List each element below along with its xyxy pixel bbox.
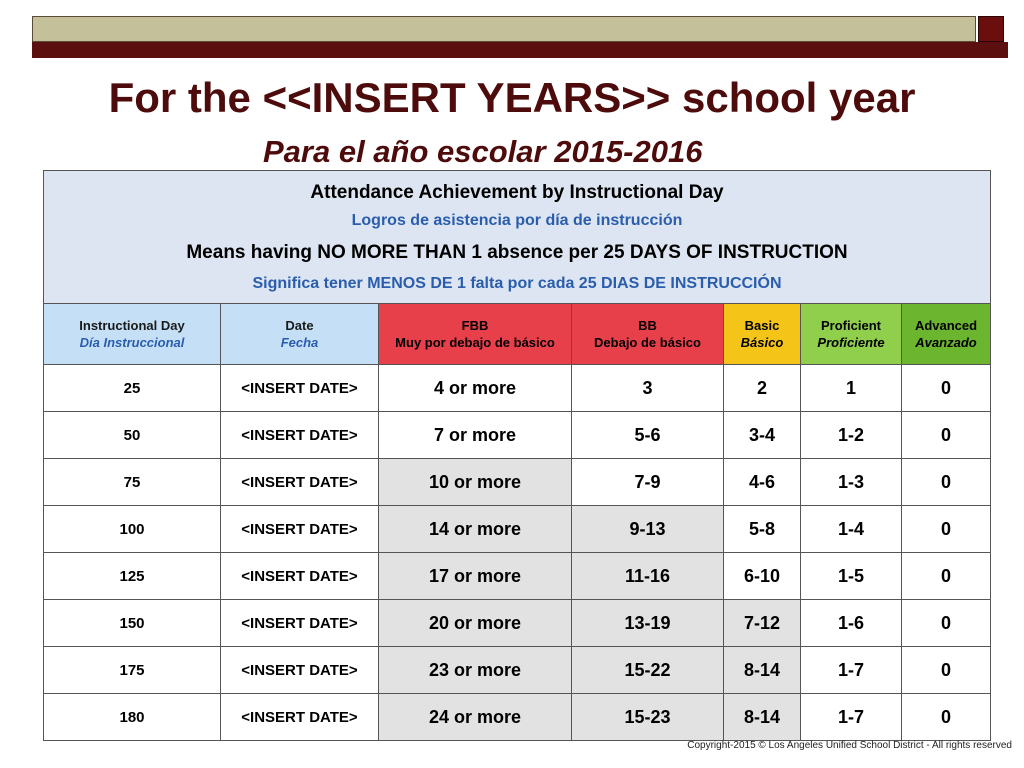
column-label-en: Date (285, 318, 314, 333)
cell-date: <INSERT DATE> (220, 411, 379, 459)
table-header-block: Attendance Achievement by Instructional … (42, 170, 992, 304)
cell-proficient: 1-7 (800, 693, 902, 741)
cell-advanced: 0 (900, 364, 992, 412)
table-row: 25 <INSERT DATE> 4 or more 3 2 1 0 (43, 364, 992, 412)
page-title: For the <<INSERT YEARS>> school year (108, 74, 916, 121)
column-label-es: Básico (740, 335, 784, 350)
header-line-en: Attendance Achievement by Instructional … (310, 182, 724, 203)
cell-fbb: 10 or more (378, 458, 572, 506)
column-label-es: Muy por debajo de básico (395, 335, 555, 350)
table-row: 150 <INSERT DATE> 20 or more 13-19 7-12 … (43, 599, 992, 647)
cell-bb: 11-16 (571, 552, 724, 600)
cell-bb: 3 (571, 364, 724, 412)
cell-fbb: 17 or more (378, 552, 572, 600)
column-label-es: Debajo de básico (594, 335, 701, 350)
table-row: 180 <INSERT DATE> 24 or more 15-23 8-14 … (43, 693, 992, 741)
copyright-notice: Copyright-2015 © Los Angeles Unified Sch… (687, 740, 1012, 751)
cell-advanced: 0 (900, 505, 992, 553)
column-label-en: Proficient (821, 318, 881, 333)
table-row: 50 <INSERT DATE> 7 or more 5-6 3-4 1-2 0 (43, 411, 992, 459)
cell-advanced: 0 (900, 693, 992, 741)
header-definition-es: Significa tener MENOS DE 1 falta por cad… (252, 275, 782, 292)
column-label-en: FBB (461, 318, 489, 333)
cell-proficient: 1 (800, 364, 902, 412)
cell-proficient: 1-5 (800, 552, 902, 600)
cell-instructional-day: 25 (43, 364, 221, 412)
cell-proficient: 1-7 (800, 646, 902, 694)
cell-date: <INSERT DATE> (220, 458, 379, 506)
cell-bb: 9-13 (571, 505, 724, 553)
cell-fbb: 4 or more (378, 364, 572, 412)
cell-date: <INSERT DATE> (220, 364, 379, 412)
cell-bb: 13-19 (571, 599, 724, 647)
cell-basic: 7-12 (723, 599, 801, 647)
cell-bb: 15-22 (571, 646, 724, 694)
table-row: 125 <INSERT DATE> 17 or more 11-16 6-10 … (43, 552, 992, 600)
cell-date: <INSERT DATE> (220, 599, 379, 647)
column-label-en: BB (638, 318, 657, 333)
cell-instructional-day: 50 (43, 411, 221, 459)
cell-bb: 5-6 (571, 411, 724, 459)
cell-basic: 8-14 (723, 646, 801, 694)
cell-fbb: 20 or more (378, 599, 572, 647)
header-banner-square (978, 16, 1004, 42)
cell-proficient: 1-4 (800, 505, 902, 553)
column-header-date: Date Fecha (220, 303, 379, 365)
cell-instructional-day: 175 (43, 646, 221, 694)
cell-date: <INSERT DATE> (220, 505, 379, 553)
cell-date: <INSERT DATE> (220, 693, 379, 741)
cell-instructional-day: 100 (43, 505, 221, 553)
cell-basic: 4-6 (723, 458, 801, 506)
column-header-basic: Basic Básico (723, 303, 801, 365)
cell-proficient: 1-6 (800, 599, 902, 647)
column-label-es: Fecha (280, 335, 319, 350)
cell-fbb: 23 or more (378, 646, 572, 694)
table-row: 75 <INSERT DATE> 10 or more 7-9 4-6 1-3 … (43, 458, 992, 506)
column-header-fbb: FBB Muy por debajo de básico (378, 303, 572, 365)
cell-fbb: 7 or more (378, 411, 572, 459)
cell-basic: 6-10 (723, 552, 801, 600)
attendance-table: Attendance Achievement by Instructional … (42, 170, 992, 741)
cell-proficient: 1-2 (800, 411, 902, 459)
column-label-es: Día Instruccional (79, 335, 185, 350)
cell-proficient: 1-3 (800, 458, 902, 506)
column-label-en: Advanced (914, 318, 978, 333)
column-label-en: Basic (744, 318, 780, 333)
header-line-es: Logros de asistencia por día de instrucc… (351, 212, 683, 229)
cell-bb: 7-9 (571, 458, 724, 506)
cell-bb: 15-23 (571, 693, 724, 741)
cell-instructional-day: 180 (43, 693, 221, 741)
column-header-instructional-day: Instructional Day Día Instruccional (43, 303, 221, 365)
cell-basic: 2 (723, 364, 801, 412)
cell-basic: 3-4 (723, 411, 801, 459)
cell-date: <INSERT DATE> (220, 646, 379, 694)
header-banner-stripe (32, 42, 1008, 58)
cell-advanced: 0 (900, 411, 992, 459)
header-definition-en: Means having NO MORE THAN 1 absence per … (186, 242, 848, 263)
cell-advanced: 0 (900, 552, 992, 600)
cell-basic: 8-14 (723, 693, 801, 741)
column-label-es: Proficiente (817, 335, 885, 350)
cell-instructional-day: 125 (43, 552, 221, 600)
column-header-proficient: Proficient Proficiente (800, 303, 902, 365)
header-banner-bar (32, 16, 976, 42)
table-row: 175 <INSERT DATE> 23 or more 15-22 8-14 … (43, 646, 992, 694)
cell-advanced: 0 (900, 646, 992, 694)
column-header-advanced: Advanced Avanzado (900, 303, 992, 365)
cell-instructional-day: 75 (43, 458, 221, 506)
cell-advanced: 0 (900, 599, 992, 647)
page-subtitle: Para el año escolar 2015-2016 (263, 134, 703, 169)
column-header-bb: BB Debajo de básico (571, 303, 724, 365)
cell-instructional-day: 150 (43, 599, 221, 647)
cell-advanced: 0 (900, 458, 992, 506)
column-label-es: Avanzado (915, 335, 977, 350)
cell-fbb: 14 or more (378, 505, 572, 553)
cell-fbb: 24 or more (378, 693, 572, 741)
table-row: 100 <INSERT DATE> 14 or more 9-13 5-8 1-… (43, 505, 992, 553)
cell-date: <INSERT DATE> (220, 552, 379, 600)
column-label-en: Instructional Day (79, 318, 185, 333)
cell-basic: 5-8 (723, 505, 801, 553)
